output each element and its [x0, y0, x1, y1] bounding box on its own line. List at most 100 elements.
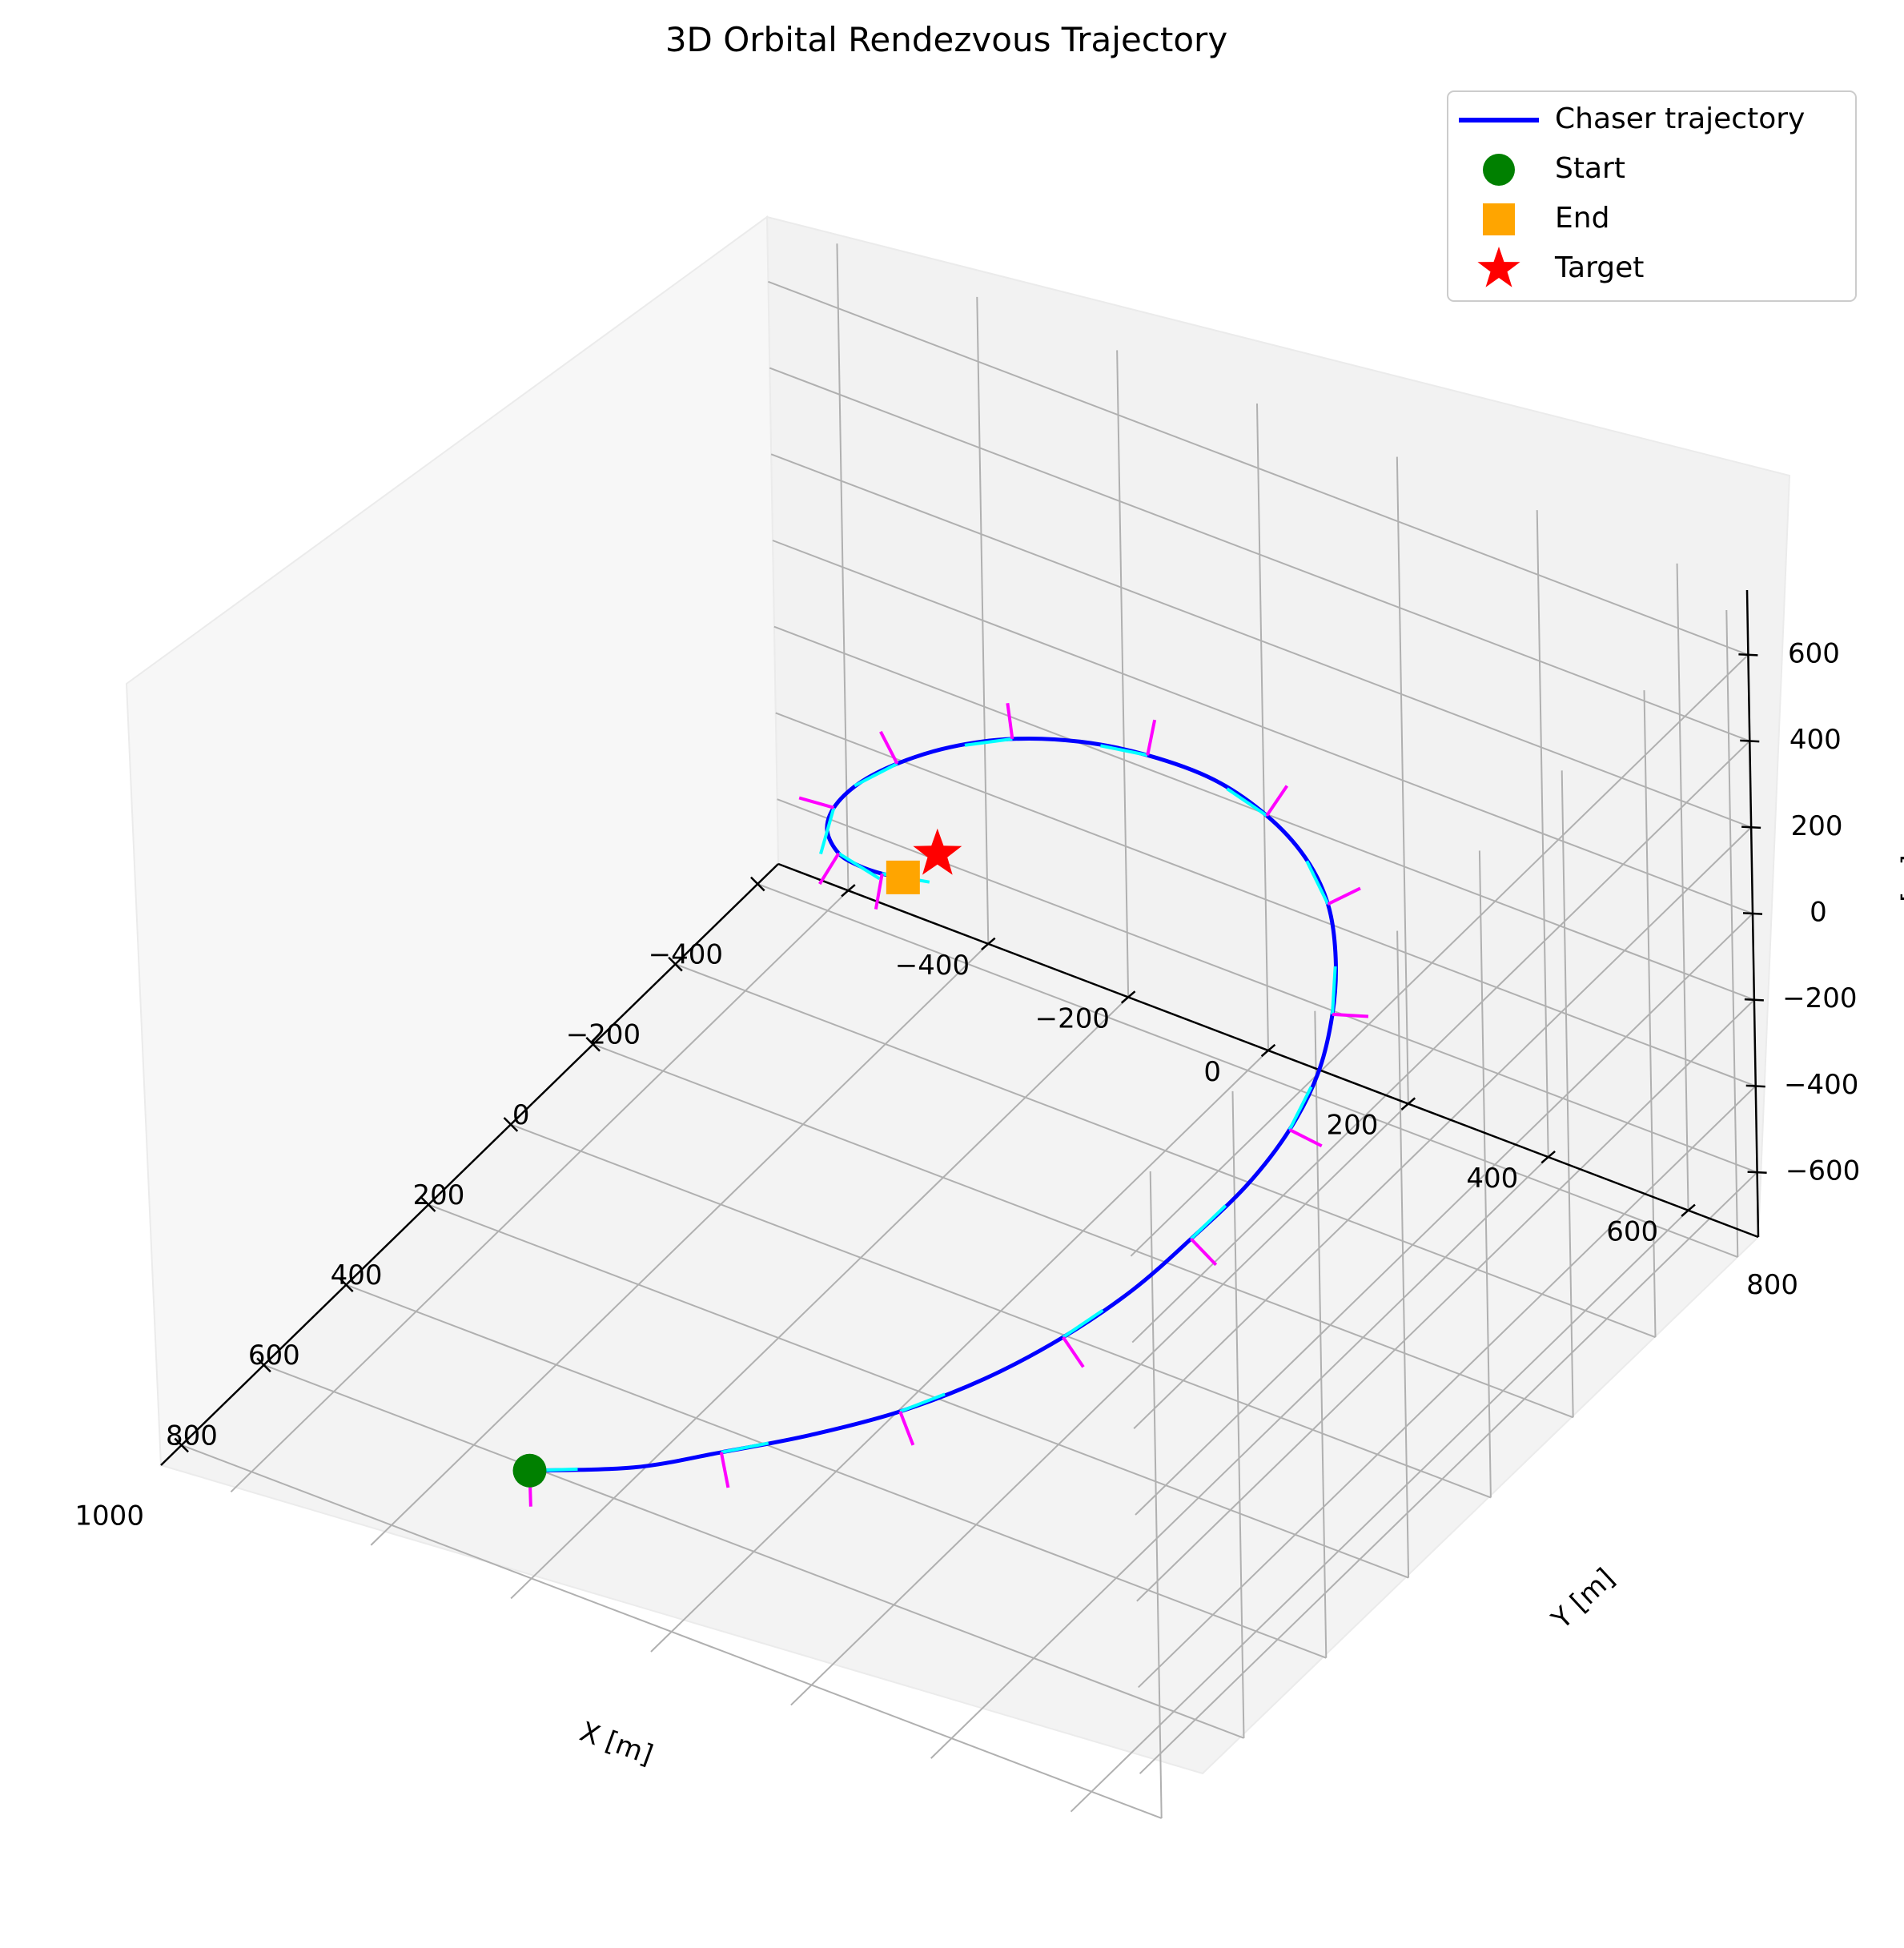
markers	[512, 828, 962, 1488]
z-tick-label: 0	[1810, 897, 1827, 929]
thrust-arrow	[1327, 886, 1361, 906]
thrust-arrow	[798, 796, 834, 809]
thrust-arrow	[818, 852, 841, 886]
grid-line-z	[1136, 999, 1755, 1602]
x-tick-label: 800	[166, 1420, 218, 1452]
z-tick-label: −400	[1784, 1069, 1858, 1101]
x-tick	[256, 1357, 271, 1373]
legend-square-swatch	[1483, 203, 1515, 235]
z-tick	[1741, 825, 1761, 829]
grid-line-y	[930, 1156, 1549, 1759]
x-tick-label: −400	[649, 939, 723, 971]
grid-line-z	[1139, 1171, 1758, 1774]
thrust-arrow	[898, 1411, 915, 1446]
grid-line-y	[790, 1103, 1409, 1706]
z-tick-label: 400	[1790, 724, 1842, 756]
velocity-arrow	[819, 807, 836, 855]
x-tick-label: 200	[412, 1179, 464, 1211]
z-tick-label: −200	[1782, 982, 1857, 1014]
y-tick-label: −200	[1035, 1002, 1110, 1034]
velocity-arrow	[854, 762, 898, 788]
legend-item: Chaser trajectory	[1459, 102, 1805, 135]
z-tick-label: 600	[1788, 637, 1840, 669]
velocity-arrow	[1331, 966, 1337, 1014]
thrust-arrow	[879, 730, 899, 765]
trajectory-arrows	[528, 702, 1369, 1507]
legend-box	[1447, 90, 1857, 302]
x-tick	[750, 876, 765, 892]
thrust-arrow	[1006, 702, 1014, 740]
velocity-arrow	[899, 1392, 946, 1413]
x-tick	[420, 1197, 436, 1212]
z-tick	[1742, 912, 1763, 915]
legend-star-swatch	[1477, 247, 1520, 287]
legend: Chaser trajectory Start End Target	[1447, 90, 1857, 302]
x-tick-label: 1000	[74, 1500, 144, 1532]
y-tick	[1260, 1043, 1276, 1058]
grid-line-y	[650, 1050, 1269, 1653]
x-tick-label: 0	[512, 1099, 530, 1131]
grid-line-z	[770, 453, 1752, 829]
z-tick	[1744, 998, 1764, 1002]
grid-line-z	[768, 280, 1749, 656]
grid-line-z	[769, 367, 1750, 742]
velocity-arrow	[838, 852, 881, 881]
y-tick-label: 600	[1606, 1216, 1658, 1248]
z-tick	[1738, 653, 1758, 657]
legend-item: Target	[1477, 247, 1644, 287]
chart-title: 3D Orbital Rendezvous Trajectory	[665, 20, 1227, 59]
y-tick-label: 400	[1466, 1163, 1518, 1195]
grid-line-z	[772, 540, 1753, 914]
velocity-arrow	[1190, 1204, 1227, 1240]
end-marker	[886, 860, 920, 894]
y-tick	[981, 937, 996, 951]
z-tick	[1747, 1171, 1767, 1175]
grid-line-z	[1133, 826, 1752, 1429]
velocity-arrow	[1305, 860, 1330, 906]
grid-line-z	[1131, 740, 1750, 1344]
x-tick	[339, 1277, 354, 1292]
thrust-arrow	[1265, 785, 1289, 817]
grid-line-y	[510, 996, 1129, 1600]
velocity-arrow	[1226, 787, 1268, 817]
velocity-arrow	[1287, 1086, 1313, 1131]
start-marker	[512, 1453, 547, 1488]
grid-line-y	[1070, 1209, 1689, 1813]
grid-line-y	[230, 890, 850, 1493]
z-axis-label: Z [m]	[1897, 827, 1904, 902]
y-tick	[1681, 1203, 1696, 1217]
velocity-arrow	[721, 1441, 769, 1454]
legend-item: Start	[1483, 152, 1625, 186]
y-tick	[1120, 990, 1136, 1004]
legend-item: End	[1483, 202, 1609, 235]
x-tick-label: 600	[248, 1340, 300, 1372]
x-tick	[174, 1437, 189, 1453]
y-tick-label: 0	[1203, 1056, 1221, 1088]
y-tick-label: 800	[1746, 1269, 1798, 1301]
grid-lines	[181, 243, 1758, 1819]
legend-circle-swatch	[1483, 154, 1515, 186]
legend-label: Chaser trajectory	[1555, 102, 1805, 135]
y-tick	[1400, 1097, 1416, 1111]
grid-line-y	[370, 943, 989, 1546]
y-tick	[1540, 1150, 1556, 1164]
tick-labels: −400 −200 0 200 400 600 800 1000 −400 −200 0 200 400…	[74, 637, 1860, 1532]
x-tick	[503, 1117, 519, 1132]
x-tick-label: 400	[331, 1259, 383, 1291]
target-marker	[913, 828, 962, 875]
thrust-arrow	[1190, 1237, 1218, 1267]
x-tick-label: −200	[566, 1019, 641, 1051]
thrust-arrow	[1062, 1336, 1085, 1368]
y-tick-label: 200	[1327, 1110, 1379, 1142]
y-tick	[841, 884, 856, 898]
y-axis-label: Y [m]	[1545, 1562, 1621, 1636]
z-tick-label: 200	[1791, 810, 1843, 842]
legend-label: End	[1555, 202, 1609, 235]
thrust-arrow	[719, 1452, 730, 1488]
x-axis-label: X [m]	[576, 1716, 657, 1772]
grid-line-z	[1135, 913, 1753, 1516]
legend-label: Start	[1555, 152, 1625, 185]
legend-label: Target	[1554, 251, 1644, 284]
x-tick	[668, 956, 683, 972]
